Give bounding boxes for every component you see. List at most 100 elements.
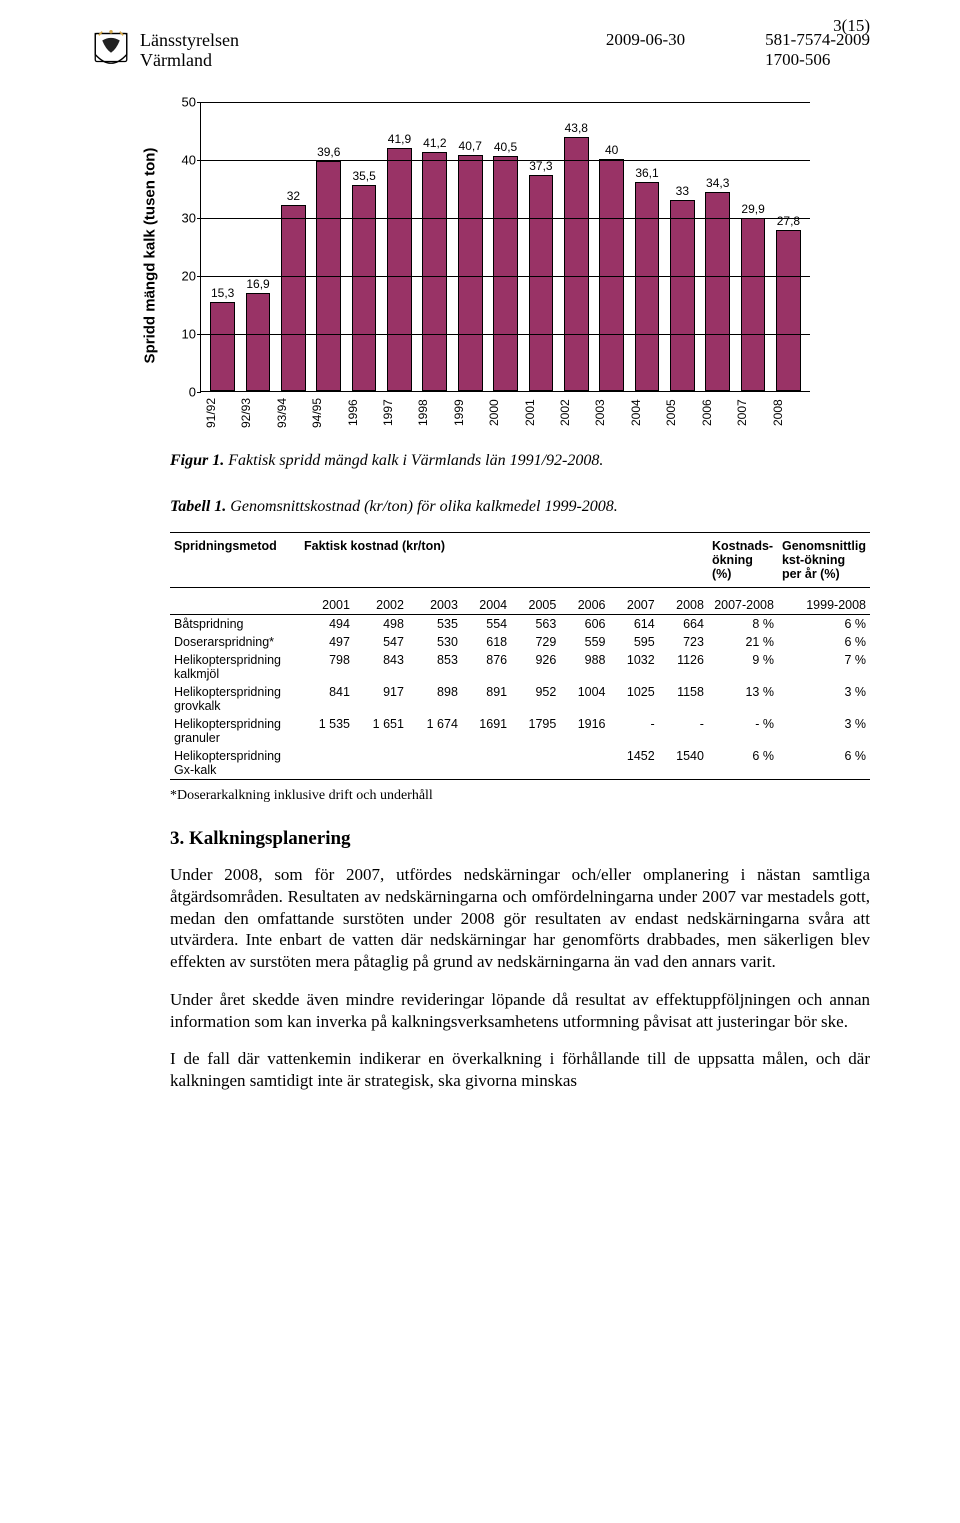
bar-value-label: 32 [287, 189, 300, 203]
x-tick-label: 1996 [346, 392, 381, 436]
x-tick-label: 1998 [416, 392, 451, 436]
bar-value-label: 40,7 [459, 139, 482, 153]
bar-value-label: 43,8 [565, 121, 588, 135]
cell: - % [708, 715, 778, 747]
cell: 1158 [659, 683, 708, 715]
th-avg: Genomsnittlig kst-ökning per år (%) [778, 533, 870, 588]
bar-slot: 27,8 [771, 102, 806, 391]
bar [458, 155, 483, 391]
cell: 13 % [708, 683, 778, 715]
bar-slot: 36,1 [629, 102, 664, 391]
cell: 530 [408, 633, 462, 651]
x-tick-label: 2005 [664, 392, 699, 436]
th-year: 2007-2008 [708, 588, 778, 615]
th-year: 2007 [610, 588, 659, 615]
cell: 595 [610, 633, 659, 651]
bar-slot: 35,5 [346, 102, 381, 391]
cell: 664 [659, 615, 708, 634]
cell: 606 [560, 615, 609, 634]
x-tick-label: 2008 [771, 392, 806, 436]
cell: 7 % [778, 651, 870, 683]
x-tick-label: 2001 [523, 392, 558, 436]
bar-value-label: 27,8 [777, 214, 800, 228]
y-tick-label: 30 [182, 211, 196, 226]
bar-value-label: 15,3 [211, 286, 234, 300]
tab-caption-text: Genomsnittskostnad (kr/ton) för olika ka… [226, 498, 618, 515]
bar [670, 200, 695, 391]
cell: 798 [300, 651, 354, 683]
cell [408, 747, 462, 780]
org-name-2: Värmland [140, 51, 239, 71]
crest-icon [90, 30, 132, 72]
bar-value-label: 36,1 [635, 166, 658, 180]
th-year: 2001 [300, 588, 354, 615]
bar [529, 175, 554, 391]
cell: 841 [300, 683, 354, 715]
bar [387, 148, 412, 391]
logo-block: Länsstyrelsen Värmland [90, 30, 239, 72]
bar-value-label: 40 [605, 143, 618, 157]
cell: 614 [610, 615, 659, 634]
org-name-1: Länsstyrelsen [140, 31, 239, 51]
bar-slot: 41,9 [382, 102, 417, 391]
cell: 6 % [778, 633, 870, 651]
cell: 9 % [708, 651, 778, 683]
cell: 853 [408, 651, 462, 683]
cell: 1691 [462, 715, 511, 747]
cell: 1 535 [300, 715, 354, 747]
bar-slot: 16,9 [240, 102, 275, 391]
cell: 1540 [659, 747, 708, 780]
cell: 3 % [778, 683, 870, 715]
header-ref2: 1700-506 [765, 50, 870, 70]
page-number: 3(15) [833, 16, 870, 36]
th-year: 2005 [511, 588, 560, 615]
bar-slot: 43,8 [559, 102, 594, 391]
bar [422, 152, 447, 391]
cell [300, 747, 354, 780]
cell: - [610, 715, 659, 747]
cell [560, 747, 609, 780]
cell: 6 % [708, 747, 778, 780]
x-tick-label: 93/94 [275, 392, 310, 436]
cell: 843 [354, 651, 408, 683]
cell: 21 % [708, 633, 778, 651]
cell: 559 [560, 633, 609, 651]
y-tick-label: 0 [189, 385, 196, 400]
cell: 1 674 [408, 715, 462, 747]
row-label: Helikopterspridning granuler [170, 715, 300, 747]
cell: 554 [462, 615, 511, 634]
cell: 1032 [610, 651, 659, 683]
th-year: 2006 [560, 588, 609, 615]
bar-slot: 32 [276, 102, 311, 391]
cell: 535 [408, 615, 462, 634]
bar-slot: 39,6 [311, 102, 346, 391]
page-header: Länsstyrelsen Värmland 2009-06-30 581-75… [90, 30, 870, 72]
bar [741, 218, 766, 391]
x-tick-label: 1997 [381, 392, 416, 436]
figure-caption: Figur 1. Faktisk spridd mängd kalk i Vär… [170, 452, 870, 470]
th-cost: Faktisk kostnad (kr/ton) [300, 533, 708, 588]
y-axis-label: Spridd mängd kalk (tusen ton) [142, 126, 159, 386]
table-footnote: *Doserarkalkning inklusive drift och und… [170, 788, 870, 804]
cell: 926 [511, 651, 560, 683]
grid-line [201, 102, 810, 103]
bar-value-label: 34,3 [706, 176, 729, 190]
y-tick-label: 50 [182, 95, 196, 110]
bar-slot: 41,2 [417, 102, 452, 391]
x-tick-label: 2003 [593, 392, 628, 436]
bar [564, 137, 589, 391]
bar-value-label: 35,5 [352, 169, 375, 183]
row-label: Helikopterspridning kalkmjöl [170, 651, 300, 683]
bar-slot: 29,9 [735, 102, 770, 391]
cost-table: SpridningsmetodFaktisk kostnad (kr/ton)K… [170, 532, 870, 780]
cell: 1916 [560, 715, 609, 747]
cell: 1025 [610, 683, 659, 715]
tab-caption-prefix: Tabell 1. [170, 498, 226, 515]
grid-line [201, 160, 810, 161]
bar-slot: 33 [665, 102, 700, 391]
bar-slot: 40,5 [488, 102, 523, 391]
x-tick-label: 1999 [452, 392, 487, 436]
row-label: Båtspridning [170, 615, 300, 634]
cell: 1 651 [354, 715, 408, 747]
section-heading: 3. Kalkningsplanering [170, 828, 870, 850]
